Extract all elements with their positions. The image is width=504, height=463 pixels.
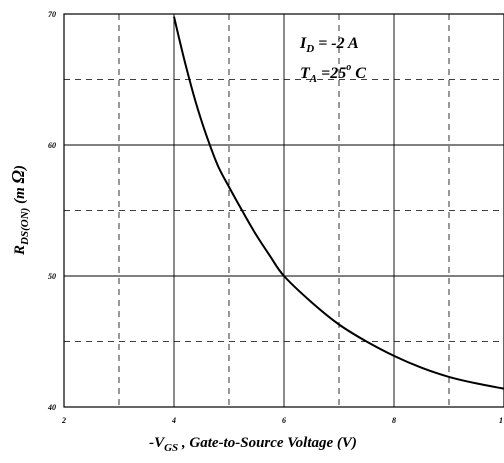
- x-tick-label: 8: [392, 416, 396, 425]
- x-tick-label: 6: [282, 416, 286, 425]
- tick-labels: 2 4 6 8 1 40 50 60 70: [47, 10, 503, 425]
- plot-frame: [63, 13, 504, 408]
- x-axis-label: -VGS , Gate-to-Source Voltage (V): [149, 435, 357, 454]
- y-tick-label: 70: [48, 10, 56, 19]
- annotation-ambient-temp: TA =25o C: [300, 62, 366, 85]
- y-tick-label: 50: [48, 272, 56, 281]
- series-line: [173, 16, 504, 390]
- y-tick-label: 40: [47, 403, 56, 412]
- x-tick-label: 4: [171, 416, 176, 425]
- annotation-drain-current: ID = -2 A: [299, 35, 359, 55]
- x-tick-label: 2: [61, 416, 66, 425]
- x-tick-label: 1: [499, 416, 503, 425]
- y-axis-label: RDS(ON) (m Ω): [8, 165, 31, 256]
- y-tick-label: 60: [48, 141, 56, 150]
- grid: [64, 14, 504, 407]
